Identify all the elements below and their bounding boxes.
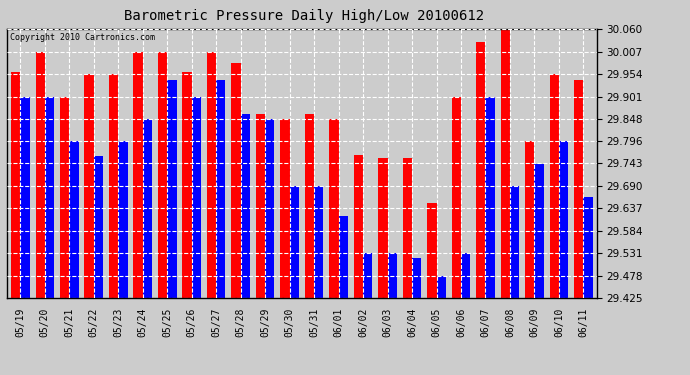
Bar [280,119,290,298]
Bar [207,52,216,298]
Bar [94,156,103,298]
Bar [412,258,422,298]
Bar [265,119,275,298]
Bar [192,97,201,298]
Bar [69,141,79,298]
Bar [256,114,265,298]
Bar [437,276,446,298]
Bar [109,74,118,298]
Text: Copyright 2010 Cartronics.com: Copyright 2010 Cartronics.com [10,33,155,42]
Bar [182,72,192,298]
Bar [525,141,535,298]
Bar [452,97,461,298]
Bar [21,97,30,298]
Bar [550,74,559,298]
Bar [388,253,397,298]
Bar [231,63,241,298]
Bar [11,72,21,298]
Text: Barometric Pressure Daily High/Low 20100612: Barometric Pressure Daily High/Low 20100… [124,9,484,23]
Bar [510,186,520,298]
Bar [486,97,495,298]
Bar [314,186,324,298]
Bar [290,186,299,298]
Bar [143,119,152,298]
Bar [167,80,177,298]
Bar [461,253,471,298]
Bar [329,119,339,298]
Bar [84,74,94,298]
Bar [339,216,348,298]
Bar [476,42,486,298]
Bar [158,52,167,298]
Bar [118,141,128,298]
Bar [559,141,568,298]
Bar [36,52,45,298]
Bar [403,158,412,298]
Bar [574,80,583,298]
Bar [535,164,544,298]
Bar [378,158,388,298]
Bar [45,97,54,298]
Bar [133,52,143,298]
Bar [427,203,437,298]
Bar [216,80,226,298]
Bar [363,253,373,298]
Bar [583,197,593,298]
Bar [501,29,510,298]
Bar [241,114,250,298]
Bar [354,155,363,298]
Bar [305,114,314,298]
Bar [60,97,69,298]
